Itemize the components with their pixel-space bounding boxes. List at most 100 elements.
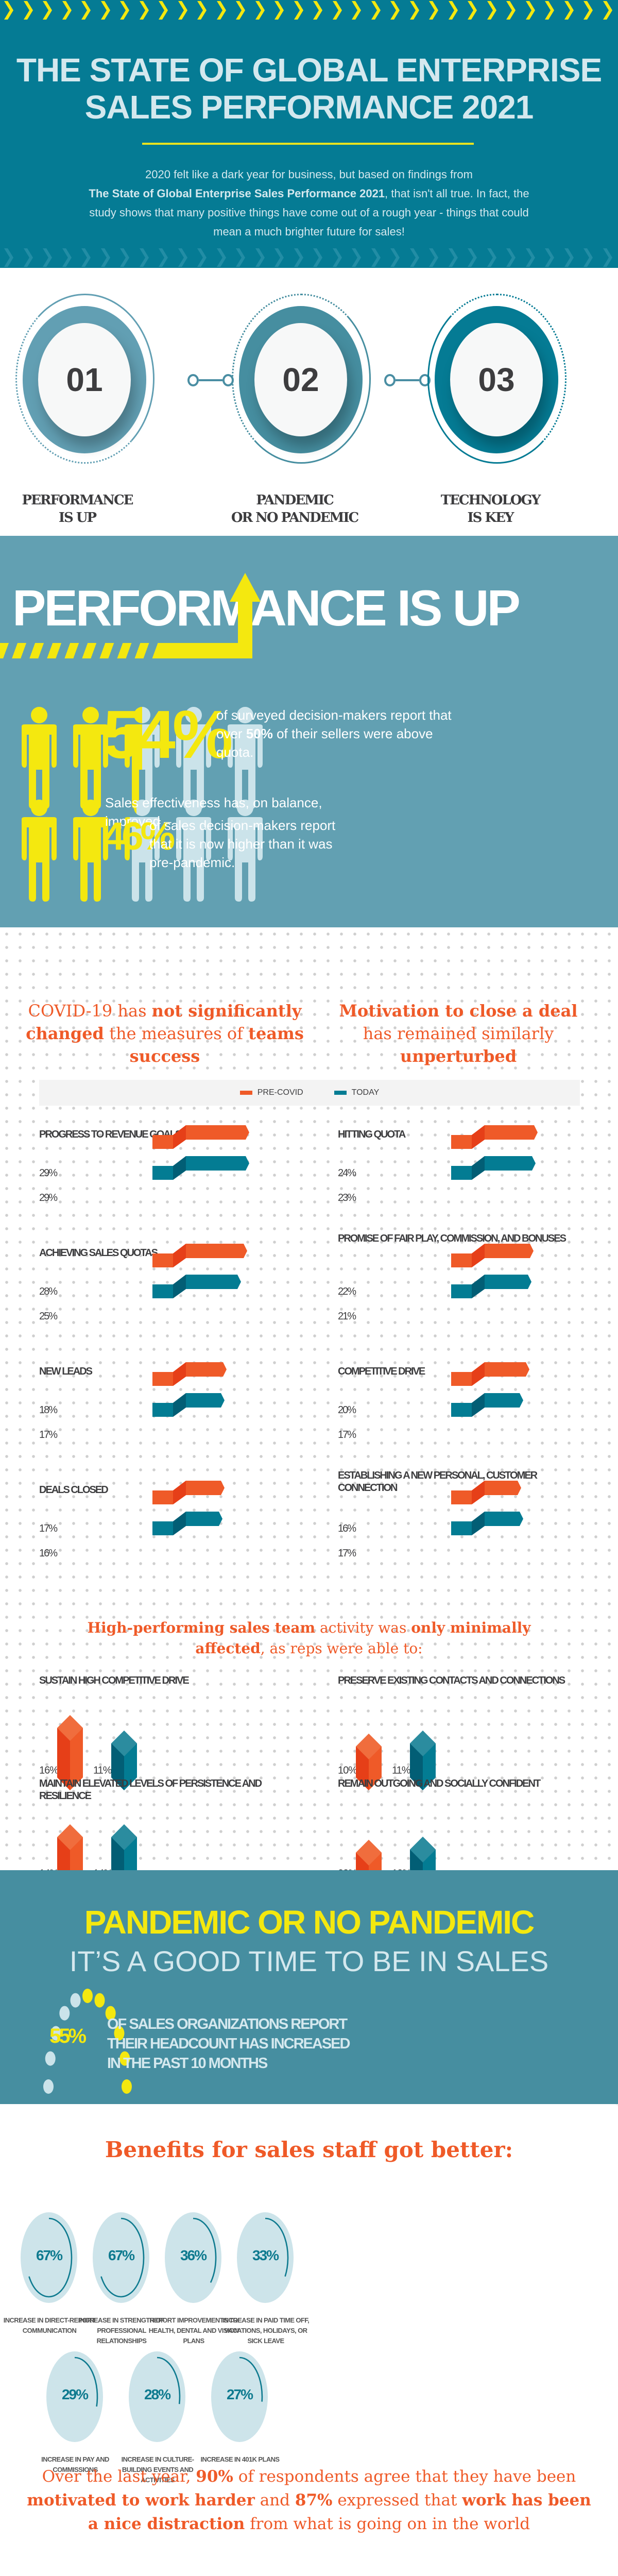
metric-title: HITTING QUOTA: [338, 1129, 406, 1140]
value-pre-covid: 24%: [338, 1167, 356, 1179]
benefit-value: 36%: [180, 2247, 207, 2263]
benefit-gauge: 67%: [21, 2212, 77, 2303]
chevron-icon: [444, 247, 464, 268]
chevron-icon: [502, 247, 522, 268]
chevron-icon: [193, 247, 213, 268]
benefit-label: INCREASE IN STRENGTH OF PROFESSIONAL REL…: [78, 2316, 165, 2345]
connector-node: [384, 374, 396, 386]
chevron-icon: [425, 247, 444, 268]
chevron-icon: [77, 0, 97, 21]
benefit-label: INCREASE IN CULTURE-BUILDING EVENTS AND …: [121, 2455, 194, 2484]
value-pre-covid: 10%: [338, 1765, 357, 1776]
connector-line: [199, 379, 222, 381]
chevron-icon: [406, 0, 425, 21]
activity-title: MAINTAIN ELEVATED LEVELS OF PERSISTENCE …: [39, 1778, 262, 1802]
ring: 02: [239, 306, 363, 453]
person-icon: [176, 707, 211, 809]
chevron-icon: [290, 0, 310, 21]
activity-headline: High-performing sales team activity was …: [87, 1619, 531, 1657]
metric-title: NEW LEADS: [39, 1366, 93, 1377]
chevron-icon: [270, 0, 290, 21]
benefit-gauge: 67%: [93, 2212, 149, 2303]
benefit-gauge: 28%: [129, 2351, 185, 2442]
metric-competitive-drive: COMPETITIVE DRIVE 20% 17%: [338, 1362, 606, 1540]
chevron-icon: [58, 247, 78, 268]
chevron-icon: [232, 247, 251, 268]
benefit-value: 28%: [144, 2386, 171, 2402]
value-today: 11%: [93, 1765, 112, 1776]
chevron-icon: [560, 247, 580, 268]
chevron-icon: [213, 0, 232, 21]
step-label: TECHNOLOGY IS KEY: [440, 493, 541, 526]
step-number: 02: [254, 323, 347, 436]
ring-outline: [232, 294, 371, 464]
ring: 03: [435, 306, 558, 453]
value-pre-covid: 28%: [39, 1286, 58, 1297]
chevron-icon: [367, 247, 387, 268]
chevron-icon: [116, 0, 135, 21]
chevron-icon: [39, 0, 58, 21]
chevron-icon: [0, 0, 20, 21]
chevron-icon: [425, 0, 444, 21]
headline-right: Motivation to close a deal has remained …: [339, 1001, 578, 1066]
value-today: 25%: [39, 1311, 58, 1322]
covid-comparison-section: COVID-19 has not significantly changed t…: [0, 927, 618, 1893]
person-icon: [73, 800, 108, 902]
activity-title: SUSTAIN HIGH COMPETITIVE DRIVE: [39, 1675, 190, 1686]
benefit-gauge: 33%: [237, 2212, 294, 2303]
benefit-label: INCREASE IN PAID TIME OFF, VACATIONS, HO…: [222, 2316, 310, 2345]
chevron-icon: [483, 0, 503, 21]
benefits-section: Benefits for sales staff got better: 67%…: [0, 2104, 618, 2576]
stat-55-text: OF SALES ORGANIZATIONS REPORT THEIR HEADC…: [107, 2016, 350, 2072]
value-pre-covid: 29%: [39, 1167, 58, 1179]
chevron-icon: [522, 247, 541, 268]
activity-remain-outgoing-and-socially-confident: REMAIN OUTGOING AND SOCIALLY CONFIDENT09…: [338, 1777, 606, 1893]
chevron-border-top: [0, 0, 618, 21]
performance-section: PERFORMANCE IS UP 54% of surveyed decisi…: [0, 536, 618, 927]
step-number: 01: [38, 323, 131, 436]
person-icon: [176, 800, 211, 902]
value-pre-covid: 20%: [338, 1404, 356, 1416]
chevron-icon: [464, 247, 483, 268]
up-arrow-icon: [238, 598, 252, 658]
section-title: PERFORMANCE IS UP: [12, 580, 521, 636]
chevron-icon: [270, 247, 290, 268]
chevron-icon: [232, 0, 251, 21]
intro-text: 2020 felt like a dark year for business,…: [89, 168, 529, 238]
chevron-icon: [77, 247, 97, 268]
stat-55-value: 55%: [49, 2025, 87, 2047]
chevron-icon: [348, 0, 367, 21]
metric-title: DEALS CLOSED: [39, 1484, 109, 1496]
value-today: 29%: [39, 1192, 58, 1204]
metric-establishing-a-new-personal-customer-connection: ESTABLISHING A NEW PERSONAL, CUSTOMER CO…: [338, 1470, 606, 1659]
chevron-border-bottom: [0, 247, 618, 268]
stat-54-text: of surveyed decision-makers report that …: [216, 707, 452, 760]
activity-sustain-high-competitive-drive: SUSTAIN HIGH COMPETITIVE DRIVE 16% 11%: [39, 1674, 307, 1790]
ring: 01: [23, 306, 146, 453]
metric-title: COMPETITIVE DRIVE: [338, 1366, 425, 1377]
metric-title: PROGRESS TO REVENUE GOALS: [39, 1129, 182, 1140]
ring-outline: [15, 294, 154, 464]
person-icon: [22, 800, 57, 902]
step-label: PANDEMIC OR NO PANDEMIC: [231, 493, 359, 526]
chevron-icon: [251, 0, 271, 21]
person-icon: [228, 800, 263, 902]
chevron-icon: [502, 0, 522, 21]
chevron-icon: [599, 247, 618, 268]
chevron-icon: [444, 0, 464, 21]
benefit-label: INCREASE IN PAY AND COMMISSIONS: [41, 2455, 109, 2473]
legend-today: TODAY: [334, 1088, 379, 1097]
benefit-value: 67%: [108, 2247, 135, 2263]
section-overview: 01 PERFORMANCE IS UP 02 PANDEMIC OR NO PAN…: [0, 268, 618, 536]
up-arrow-head-icon: [230, 573, 261, 602]
stat-46-lead: Sales effectiveness has, on balance, imp…: [105, 795, 322, 829]
stat-54-value: 54%: [103, 697, 233, 772]
activity-maintain-elevated-levels-of-persistence-and-resilience: MAINTAIN ELEVATED LEVELS OF PERSISTENCE …: [39, 1777, 307, 1893]
chevron-icon: [483, 247, 503, 268]
value-today: 16%: [39, 1548, 58, 1559]
page-title: THE STATE OF GLOBAL ENTERPRISE SALES PERF…: [16, 52, 602, 126]
metric-achieving-sales-quotas: ACHIEVING SALES QUOTAS 28% 25%: [39, 1244, 307, 1422]
motivation-quote: Over the last year, 90% of respondents a…: [27, 2467, 591, 2533]
benefit-gauge: 29%: [46, 2351, 103, 2442]
value-today: 17%: [39, 1429, 58, 1440]
